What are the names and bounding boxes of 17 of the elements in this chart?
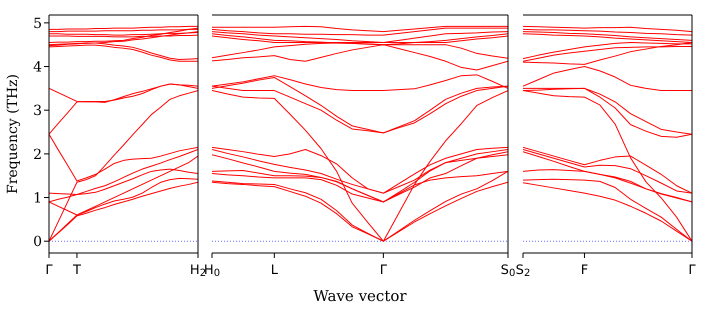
y-tick-label: 2 <box>33 146 42 163</box>
x-tick-label: T <box>72 263 81 278</box>
x-tick-label: S$_{0}$ <box>500 263 516 279</box>
x-tick-label: Γ <box>45 263 54 278</box>
y-tick-label: 5 <box>33 16 42 32</box>
y-tick-label: 0 <box>33 234 42 250</box>
y-tick-label: 1 <box>33 190 42 207</box>
x-tick-label: L <box>270 263 279 278</box>
x-tick-label: Γ <box>380 263 388 278</box>
y-axis-title: Frequency (THz) <box>4 74 21 194</box>
y-tick-label: 4 <box>33 60 42 76</box>
x-tick-label: F <box>580 263 588 278</box>
x-tick-label: Γ <box>688 263 696 278</box>
x-tick-label: H$_{2}$ <box>190 263 206 279</box>
x-axis-title: Wave vector <box>313 287 408 305</box>
y-tick-label: 3 <box>33 103 42 120</box>
x-tick-label: S$_{2}$ <box>516 263 530 279</box>
